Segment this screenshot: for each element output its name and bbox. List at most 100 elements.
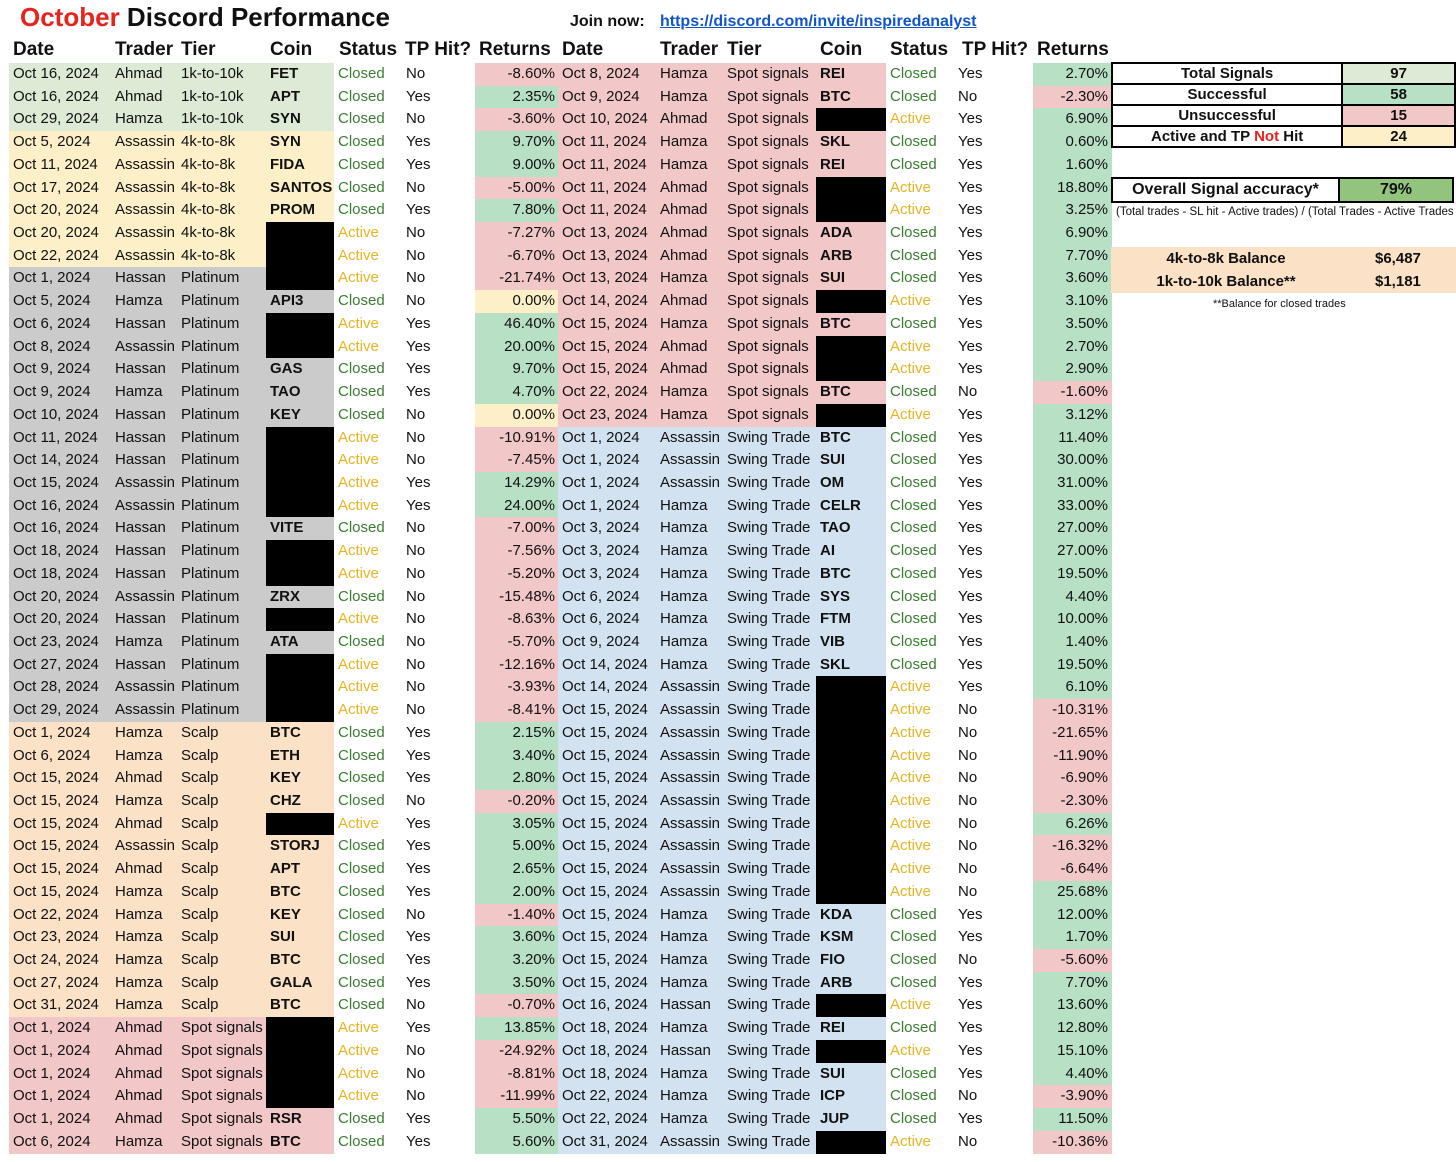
tier-cell: Scalp: [177, 971, 266, 995]
date-cell: Oct 23, 2024: [9, 926, 111, 950]
returns-cell: 3.05%: [475, 812, 559, 836]
status-cell: Closed: [890, 519, 937, 537]
returns-cell: 46.40%: [475, 312, 559, 336]
date-cell: Oct 1, 2024: [558, 471, 656, 495]
tier-cell: Swing Trade: [723, 1062, 816, 1086]
returns-cell: 5.60%: [475, 1130, 559, 1154]
tier-cell: Spot signals: [723, 85, 816, 109]
tier-cell: Platinum: [177, 562, 266, 586]
date-cell: Oct 27, 2024: [9, 971, 111, 995]
date-cell: Oct 20, 2024: [9, 222, 111, 245]
coin-cell: ADA: [816, 222, 886, 245]
tp-hit-cell: Yes: [958, 1041, 983, 1059]
active-label-not: Not: [1254, 128, 1280, 145]
date-cell: Oct 18, 2024: [9, 540, 111, 563]
trader-cell: Assassin: [656, 858, 723, 881]
trader-cell: Hamza: [656, 926, 723, 950]
trader-cell: Assassin: [111, 199, 177, 223]
status-cell: Closed: [890, 905, 937, 923]
returns-cell: -6.64%: [1033, 858, 1112, 881]
tier-cell: Platinum: [177, 630, 266, 654]
tier-cell: Platinum: [177, 585, 266, 609]
tier-cell: Swing Trade: [723, 835, 816, 859]
status-cell: Closed: [338, 155, 385, 173]
date-cell: Oct 6, 2024: [558, 608, 656, 631]
status-cell: Closed: [338, 882, 385, 900]
invite-link[interactable]: https://discord.com/invite/inspiredanaly…: [660, 13, 977, 30]
tp-hit-cell: Yes: [406, 882, 431, 900]
trader-cell: Hassan: [111, 540, 177, 563]
status-cell: Closed: [890, 314, 937, 332]
tier-cell: Scalp: [177, 812, 266, 836]
coin-cell: BTC: [266, 880, 334, 904]
tp-hit-cell: No: [406, 110, 426, 128]
status-cell: Active: [890, 701, 931, 719]
status-cell: Closed: [338, 723, 385, 741]
header-tier: Tier: [181, 39, 216, 60]
trader-cell: Ahmad: [656, 244, 723, 268]
trader-cell: Assassin: [111, 471, 177, 495]
trader-cell: Assassin: [656, 812, 723, 836]
tp-hit-cell: No: [958, 383, 978, 401]
balance-1k-label: 1k-to-10k Balance**: [1156, 273, 1296, 290]
summary-row-unsuccess: Unsuccessful 15: [1110, 104, 1456, 127]
returns-cell: -8.81%: [475, 1062, 559, 1086]
date-cell: Oct 18, 2024: [558, 1017, 656, 1040]
tp-hit-cell: No: [406, 792, 426, 809]
date-cell: Oct 6, 2024: [558, 585, 656, 609]
status-cell: Closed: [890, 928, 937, 946]
tp-hit-cell: No: [958, 701, 978, 719]
coin-cell: ETH: [266, 744, 334, 768]
trader-cell: Hamza: [111, 1130, 177, 1154]
active-label-pre: Active and TP: [1150, 128, 1250, 145]
tier-cell: Platinum: [177, 517, 266, 541]
tier-cell: Platinum: [177, 494, 266, 518]
tier-cell: Swing Trade: [723, 721, 816, 745]
returns-cell: -7.45%: [475, 449, 559, 472]
date-cell: Oct 23, 2024: [558, 403, 656, 427]
coin-cell: SYN: [266, 108, 334, 132]
tp-hit-cell: Yes: [958, 1019, 983, 1037]
trader-cell: Hassan: [656, 1039, 723, 1063]
date-cell: Oct 15, 2024: [558, 358, 656, 382]
status-cell: Active: [338, 1064, 379, 1082]
trader-cell: Ahmad: [656, 222, 723, 245]
returns-cell: 2.90%: [1033, 358, 1112, 382]
trader-cell: Hamza: [656, 312, 723, 336]
tp-hit-cell: Yes: [958, 451, 983, 469]
date-cell: Oct 15, 2024: [558, 971, 656, 995]
tp-hit-cell: Yes: [406, 201, 431, 219]
coin-cell: KSM: [816, 926, 886, 950]
accuracy-label: Overall Signal accuracy*: [1111, 177, 1340, 203]
returns-cell: 10.00%: [1033, 608, 1112, 631]
tp-hit-cell: Yes: [958, 496, 983, 514]
coin-cell: ICP: [816, 1085, 886, 1109]
tier-cell: Swing Trade: [723, 1085, 816, 1109]
coin-cell: STORJ: [266, 835, 334, 859]
tp-hit-cell: No: [406, 405, 426, 423]
coin-cell: SYN: [266, 131, 334, 154]
coin-cell: SUI: [266, 926, 334, 950]
coin-cell: [266, 562, 334, 586]
tier-cell: Spot signals: [723, 222, 816, 245]
date-cell: Oct 11, 2024: [9, 426, 111, 450]
coin-cell: APT: [266, 85, 334, 109]
trader-cell: Hassan: [111, 312, 177, 336]
unsuccess-value: 15: [1341, 104, 1456, 127]
trader-cell: Hamza: [656, 153, 723, 177]
trader-cell: Hamza: [656, 540, 723, 563]
status-cell: Closed: [338, 951, 385, 969]
tier-cell: Scalp: [177, 903, 266, 927]
trader-cell: Assassin: [111, 222, 177, 245]
tier-cell: Platinum: [177, 608, 266, 631]
trader-cell: Assassin: [111, 244, 177, 268]
tier-cell: Platinum: [177, 267, 266, 291]
tp-hit-cell: Yes: [958, 996, 983, 1014]
returns-cell: -2.30%: [1033, 790, 1112, 813]
tier-cell: Spot signals: [177, 1039, 266, 1063]
status-cell: Closed: [338, 133, 385, 151]
trader-cell: Assassin: [656, 880, 723, 904]
tier-cell: Platinum: [177, 312, 266, 336]
tp-hit-cell: No: [958, 1087, 978, 1105]
status-cell: Closed: [338, 292, 385, 310]
